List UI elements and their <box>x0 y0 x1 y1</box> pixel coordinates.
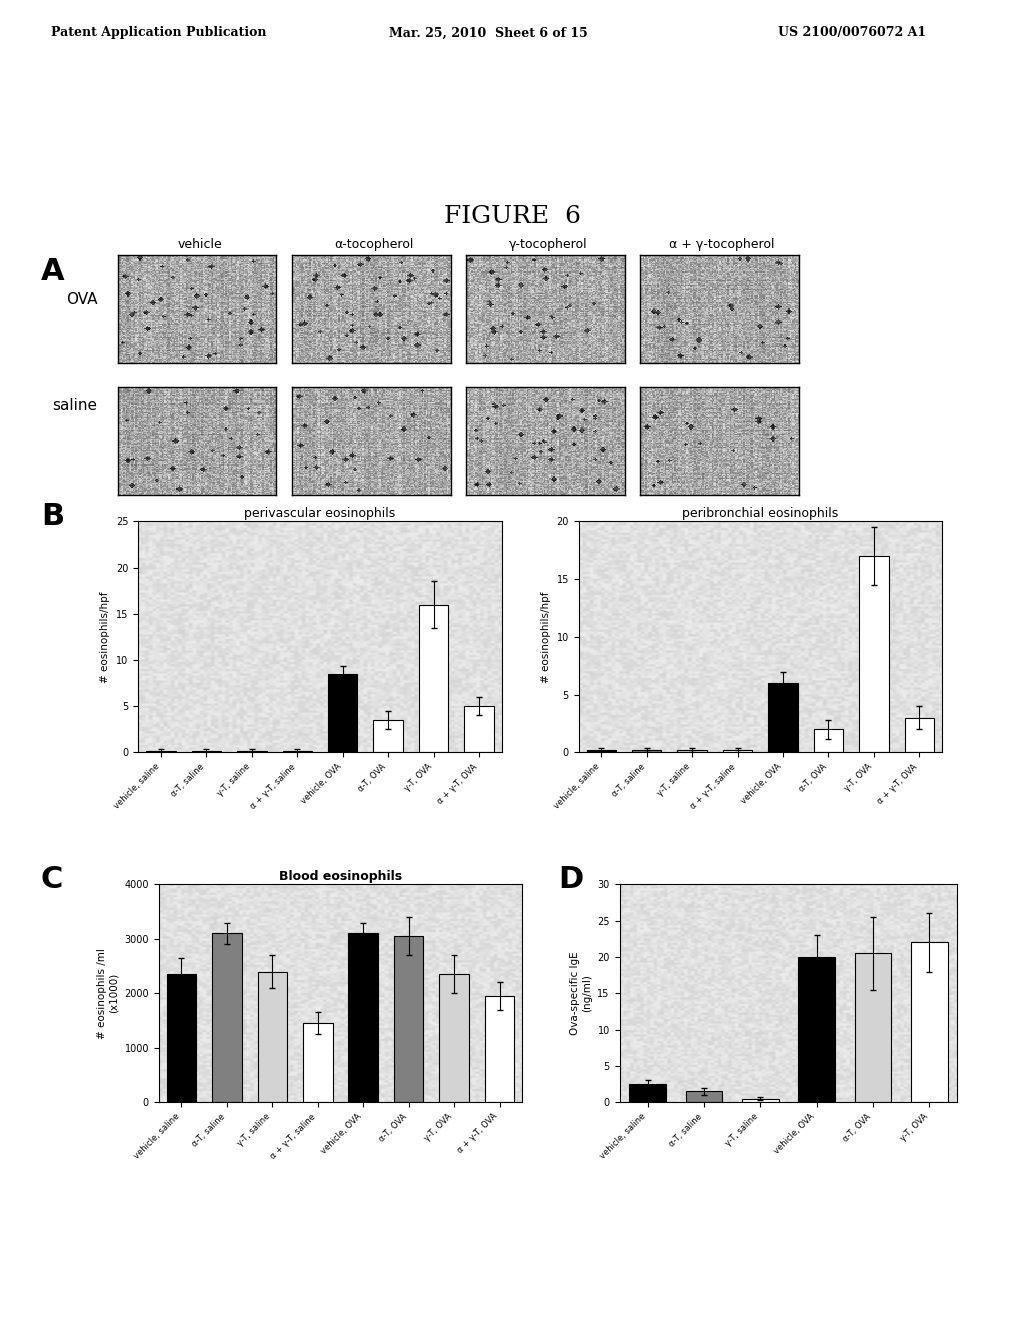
Bar <box>212 933 242 1102</box>
Text: OVA: OVA <box>66 292 97 308</box>
Text: A: A <box>41 257 65 286</box>
Bar <box>464 706 494 752</box>
Y-axis label: # eosinophils /ml
(x1000): # eosinophils /ml (x1000) <box>97 948 119 1039</box>
Bar <box>348 933 378 1102</box>
Bar <box>303 1023 333 1102</box>
Text: α + γ-tocopherol: α + γ-tocopherol <box>669 238 775 251</box>
Bar <box>328 673 357 752</box>
Text: Mar. 25, 2010  Sheet 6 of 15: Mar. 25, 2010 Sheet 6 of 15 <box>389 26 588 40</box>
Bar <box>742 1098 778 1102</box>
Bar <box>904 718 934 752</box>
Title: perivascular eosinophils: perivascular eosinophils <box>245 507 395 520</box>
Y-axis label: # eosinophils/hpf: # eosinophils/hpf <box>541 591 551 682</box>
Bar <box>374 721 402 752</box>
Bar <box>723 750 753 752</box>
Text: B: B <box>41 502 65 531</box>
Bar <box>258 972 287 1102</box>
Bar <box>911 942 947 1102</box>
Bar <box>587 750 616 752</box>
Text: D: D <box>558 865 584 894</box>
Bar <box>686 1092 722 1102</box>
Bar <box>632 750 662 752</box>
Text: FIGURE  6: FIGURE 6 <box>443 205 581 227</box>
Bar <box>394 936 423 1102</box>
Bar <box>630 1084 666 1102</box>
Bar <box>167 974 197 1102</box>
Title: Blood eosinophils: Blood eosinophils <box>279 870 402 883</box>
Text: vehicle: vehicle <box>177 238 222 251</box>
Bar <box>146 751 176 752</box>
Bar <box>855 953 891 1102</box>
Bar <box>799 957 835 1102</box>
Bar <box>859 556 889 752</box>
Bar <box>484 997 514 1102</box>
Y-axis label: Ova-specific IgE
(ng/ml): Ova-specific IgE (ng/ml) <box>570 952 592 1035</box>
Text: γ-tocopherol: γ-tocopherol <box>509 238 587 251</box>
Bar <box>238 751 266 752</box>
Bar <box>678 750 707 752</box>
Text: C: C <box>41 865 63 894</box>
Bar <box>191 751 221 752</box>
Bar <box>768 682 798 752</box>
Text: Patent Application Publication: Patent Application Publication <box>51 26 266 40</box>
Text: saline: saline <box>52 397 97 413</box>
Y-axis label: # eosinophils/hpf: # eosinophils/hpf <box>100 591 111 682</box>
Text: US 2100/0076072 A1: US 2100/0076072 A1 <box>778 26 927 40</box>
Bar <box>439 974 469 1102</box>
Bar <box>814 729 843 752</box>
Title: peribronchial eosinophils: peribronchial eosinophils <box>682 507 839 520</box>
Bar <box>283 751 312 752</box>
Text: α-tocopherol: α-tocopherol <box>334 238 414 251</box>
Bar <box>419 605 449 752</box>
